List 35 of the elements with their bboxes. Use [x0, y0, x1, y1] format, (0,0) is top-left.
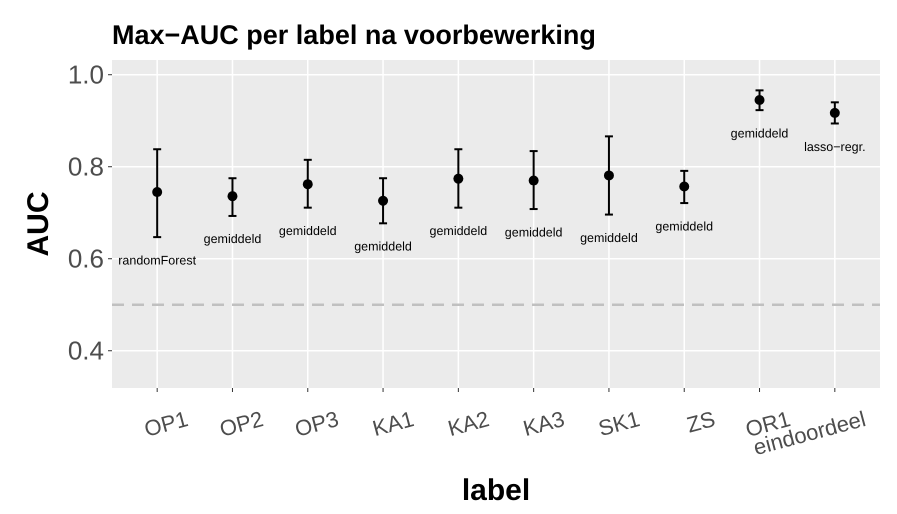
y-tick-label: 0.4	[68, 336, 104, 366]
x-tick-label: ZS	[684, 406, 718, 438]
annotation: lasso−regr.	[804, 140, 866, 154]
point	[754, 95, 765, 106]
annotation: gemiddeld	[655, 219, 714, 234]
annotation: randomForest	[118, 253, 197, 268]
point	[453, 174, 464, 184]
point	[604, 170, 614, 180]
x-tick-label: OP3	[292, 406, 342, 442]
annotation: gemiddeld	[580, 230, 638, 245]
x-axis-title: label	[462, 474, 530, 507]
point	[302, 179, 313, 190]
point	[152, 187, 162, 198]
y-tick-label: 0.6	[68, 244, 104, 274]
y-tick-label: 0.8	[68, 152, 104, 182]
y-tick-label: 1.0	[68, 60, 104, 90]
point	[378, 196, 388, 206]
x-tick-label: OP1	[142, 406, 191, 442]
chart-title: Max−AUC per label na voorbewerking	[112, 20, 596, 50]
annotation: gemiddeld	[730, 126, 788, 140]
annotation: gemiddeld	[278, 224, 337, 238]
x-tick-label: KA2	[445, 406, 492, 442]
point	[227, 191, 238, 202]
y-axis-title: AUC	[22, 192, 55, 256]
x-tick-label: KA3	[520, 406, 568, 442]
annotation: gemiddeld	[354, 240, 412, 254]
point	[528, 176, 539, 186]
point	[830, 108, 840, 118]
x-tick-label: KA1	[370, 406, 416, 442]
x-tick-label: SK1	[596, 406, 642, 442]
annotation: gemiddeld	[204, 232, 262, 246]
x-tick-label: OP2	[216, 406, 266, 442]
annotation: gemiddeld	[430, 224, 488, 238]
annotation: gemiddeld	[504, 225, 563, 240]
point	[679, 182, 690, 192]
